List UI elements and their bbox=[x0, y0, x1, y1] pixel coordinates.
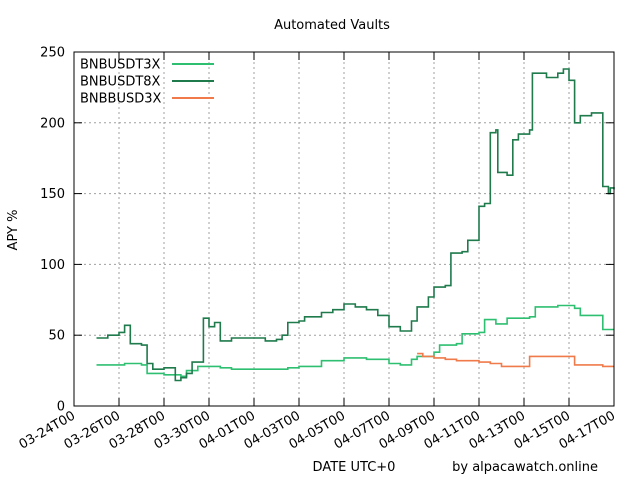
legend: BNBUSDT3X BNBUSDT8X BNBBUSD3X bbox=[80, 58, 214, 107]
y-tick-label: 150 bbox=[40, 187, 65, 202]
credit-label: by alpacawatch.online bbox=[452, 460, 598, 475]
series-line-bnbusdt8x bbox=[96, 68, 615, 382]
series-line-bnbusdt3x bbox=[96, 304, 614, 378]
y-tick-label: 200 bbox=[40, 116, 65, 131]
chart-title: Automated Vaults bbox=[274, 18, 390, 33]
y-tick-label: 50 bbox=[48, 329, 65, 344]
axis-ticks: 05010015020025003-24T0003-26T0003-28T000… bbox=[17, 46, 618, 453]
legend-label-bnbbusd3x: BNBBUSD3X bbox=[80, 92, 162, 107]
y-axis-title: APY % bbox=[6, 210, 21, 251]
series-line-bnbbusd3x bbox=[417, 352, 614, 368]
y-tick-label: 0 bbox=[57, 400, 65, 415]
y-tick-label: 250 bbox=[40, 46, 65, 61]
grid-lines bbox=[74, 52, 614, 406]
y-tick-label: 100 bbox=[40, 258, 65, 273]
x-axis-title: DATE UTC+0 bbox=[313, 460, 396, 475]
legend-label-bnbusdt3x: BNBUSDT3X bbox=[80, 58, 161, 73]
legend-label-bnbusdt8x: BNBUSDT8X bbox=[80, 75, 161, 90]
series-layer bbox=[96, 68, 615, 382]
